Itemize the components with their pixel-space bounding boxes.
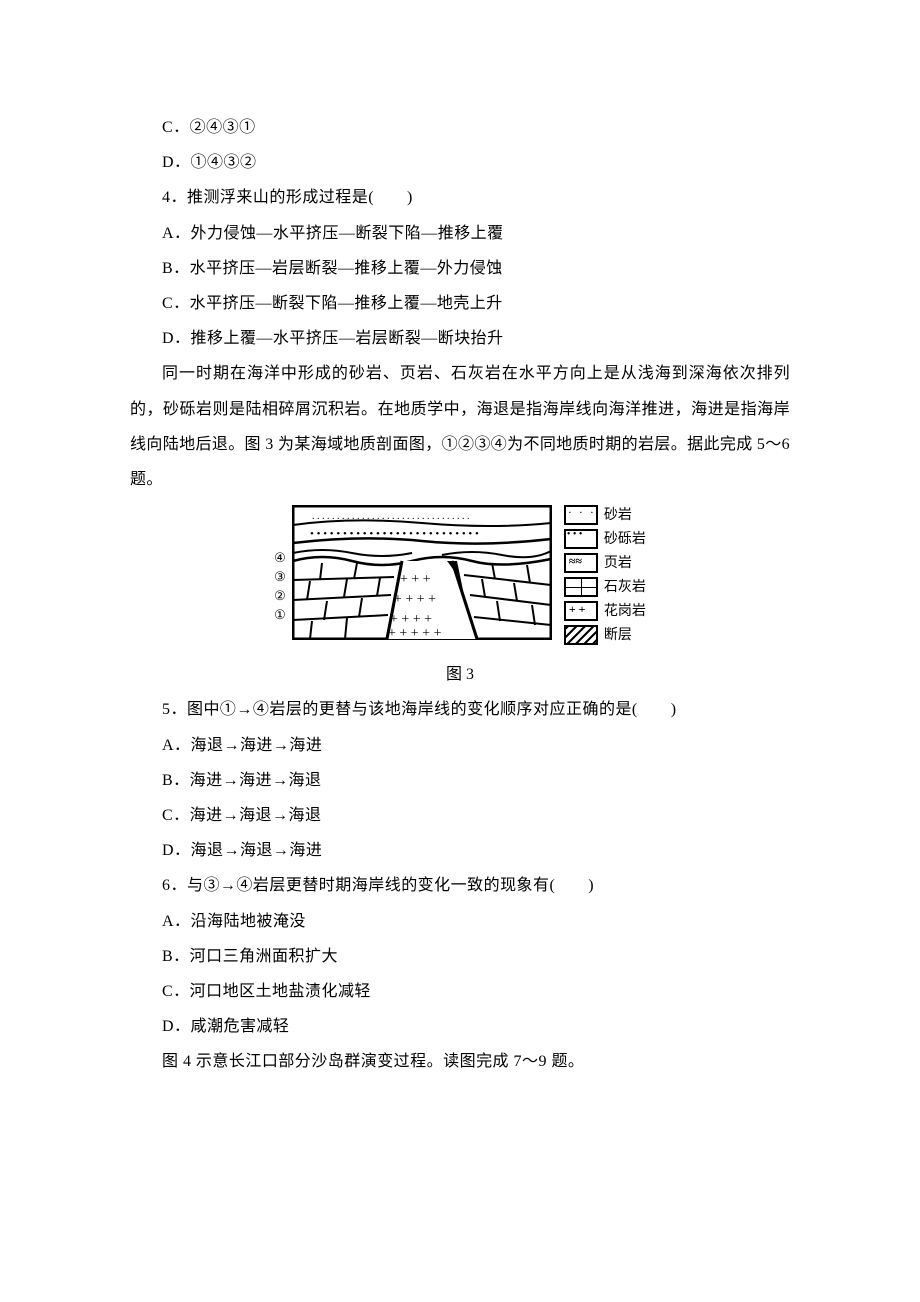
q6-option-d: D．咸潮危害减轻 (130, 1009, 790, 1044)
figure-3-container: ④ ③ ② ① . . . . . . . . . . . . . . . . … (130, 505, 790, 692)
swatch-fault-icon (564, 625, 598, 645)
q5-option-a: A．海退→海进→海进 (130, 728, 790, 763)
legend-gravel-label: 砂砾岩 (604, 529, 646, 550)
swatch-shale-icon (564, 553, 598, 573)
svg-text:+ + + +: + + + + (390, 612, 432, 627)
prev-option-d: D．①④③② (130, 145, 790, 180)
figure-3-diagram: . . . . . . . . . . . . . . . . . . . . … (292, 505, 552, 653)
layer-label-2: ② (274, 587, 286, 606)
q5-option-d: D．海退→海退→海进 (130, 833, 790, 868)
svg-text:. . . . . . . . . . . . . . .: . . . . . . . . . . . . . . . . . . . . … (312, 511, 470, 522)
legend-granite: 花岗岩 (564, 601, 646, 622)
layer-label-1: ① (274, 606, 286, 625)
swatch-limestone-icon (564, 577, 598, 597)
q6-stem: 6．与③→④岩层更替时期海岸线的变化一致的现象有( ) (130, 868, 790, 903)
figure-3-caption: 图 3 (130, 657, 790, 692)
swatch-granite-icon (564, 601, 598, 621)
layer-label-3: ③ (274, 568, 286, 587)
passage-7-9: 图 4 示意长江口部分沙岛群演变过程。读图完成 7～9 题。 (130, 1044, 790, 1079)
swatch-sandstone-icon (564, 505, 598, 525)
legend-sandstone-label: 砂岩 (604, 505, 632, 526)
q4-option-a: A．外力侵蚀—水平挤压—断裂下陷—推移上覆 (130, 216, 790, 251)
swatch-gravel-icon (564, 529, 598, 549)
legend-fault: 断层 (564, 625, 646, 646)
legend-sandstone: 砂岩 (564, 505, 646, 526)
q5-option-b: B．海进→海进→海退 (130, 763, 790, 798)
legend-limestone-label: 石灰岩 (604, 577, 646, 598)
passage-5-6: 同一时期在海洋中形成的砂岩、页岩、石灰岩在水平方向上是从浅海到深海依次排列的，砂… (130, 356, 790, 497)
page: C．②④③① D．①④③② 4．推测浮来山的形成过程是( ) A．外力侵蚀—水平… (0, 0, 920, 1302)
figure-3-legend: 砂岩 砂砾岩 页岩 石灰岩 花岗岩 断层 (564, 502, 646, 649)
q4-option-d: D．推移上覆—水平挤压—岩层断裂—断块抬升 (130, 321, 790, 356)
q6-option-c: C．河口地区土地盐渍化减轻 (130, 974, 790, 1009)
legend-fault-label: 断层 (604, 625, 632, 646)
figure-3-layer-labels: ④ ③ ② ① (274, 549, 286, 624)
prev-option-c: C．②④③① (130, 110, 790, 145)
q4-option-b: B．水平挤压—岩层断裂—推移上覆—外力侵蚀 (130, 251, 790, 286)
layer-label-4: ④ (274, 549, 286, 568)
legend-gravel: 砂砾岩 (564, 529, 646, 550)
q5-option-c: C．海进→海退→海退 (130, 798, 790, 833)
svg-text:+ + + +: + + + + (394, 592, 436, 607)
legend-shale: 页岩 (564, 553, 646, 574)
legend-shale-label: 页岩 (604, 553, 632, 574)
svg-text:+ + +: + + + (400, 572, 431, 587)
q6-option-b: B．河口三角洲面积扩大 (130, 939, 790, 974)
q6-option-a: A．沿海陆地被淹没 (130, 904, 790, 939)
q4-option-c: C．水平挤压—断裂下陷—推移上覆—地壳上升 (130, 286, 790, 321)
legend-granite-label: 花岗岩 (604, 601, 646, 622)
q4-stem: 4．推测浮来山的形成过程是( ) (130, 180, 790, 215)
svg-text:• • • • • • • • • • • • • • •: • • • • • • • • • • • • • • • • • • • • … (310, 528, 479, 540)
q5-stem: 5．图中①→④岩层的更替与该地海岸线的变化顺序对应正确的是( ) (130, 692, 790, 727)
legend-limestone: 石灰岩 (564, 577, 646, 598)
svg-text:+ + + + +: + + + + + (388, 626, 442, 640)
